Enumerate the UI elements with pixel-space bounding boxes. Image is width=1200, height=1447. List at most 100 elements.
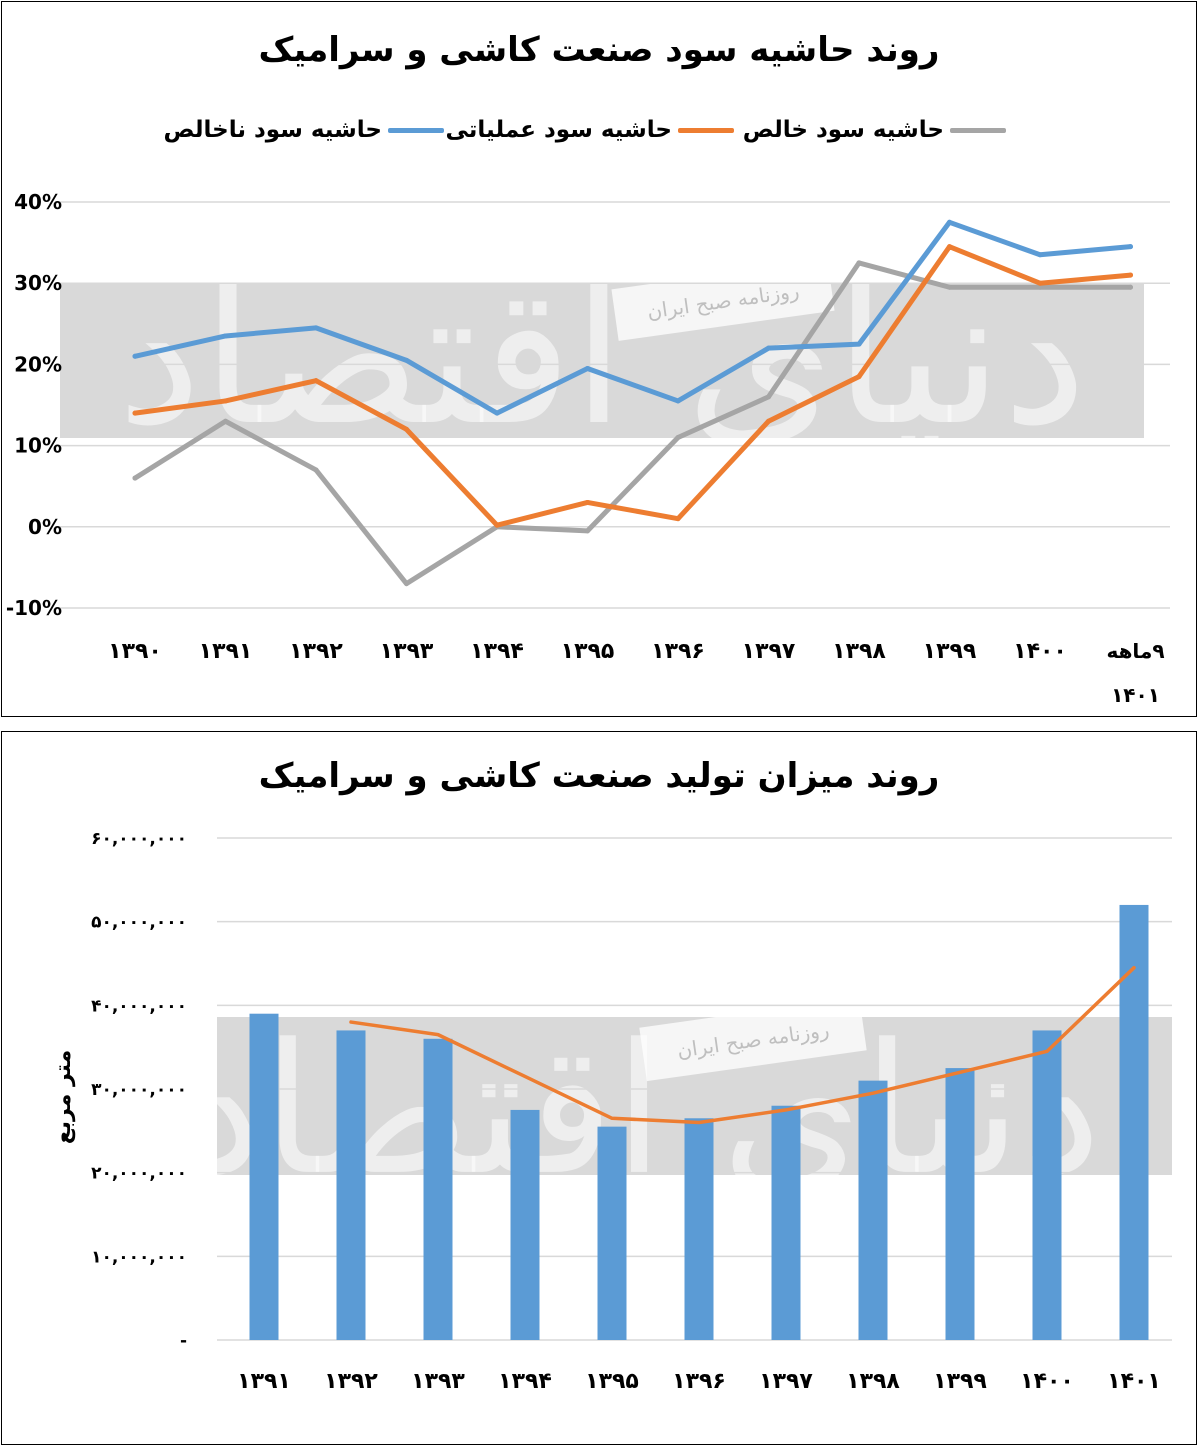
watermark-caption-box	[639, 996, 867, 1082]
x-tick-label: ۱۳۹۷	[742, 639, 796, 664]
x-tick-label: ۱۳۹۴	[498, 1369, 552, 1394]
x-tick-label: ۹ماهه	[1106, 639, 1164, 663]
data-point	[404, 581, 409, 587]
y-tick-label: 0%	[28, 515, 62, 539]
bar	[684, 1118, 714, 1340]
data-point	[947, 219, 952, 225]
x-tick-label: ۱۳۹۶	[672, 1369, 726, 1394]
legend-label: حاشیه سود عملیاتی	[445, 117, 672, 143]
data-point	[856, 341, 862, 347]
bar	[945, 1068, 975, 1340]
y-tick-label: ۱۰,۰۰۰,۰۰۰	[91, 1247, 187, 1267]
x-tick-label: ۱۳۹۶	[651, 639, 705, 664]
bar	[1032, 1030, 1062, 1340]
data-point	[404, 357, 409, 363]
y-tick-label: ۵۰,۰۰۰,۰۰۰	[91, 913, 187, 933]
x-tick-label: ۱۳۹۸	[846, 1369, 900, 1394]
data-point	[585, 365, 590, 371]
y-tick-label: -10%	[6, 596, 62, 620]
legend-swatch	[950, 127, 1006, 133]
y-tick-label: 20%	[14, 352, 62, 376]
series-line	[132, 260, 1133, 587]
data-point	[585, 499, 590, 505]
bar	[423, 1038, 453, 1340]
data-point	[766, 345, 771, 351]
y-tick-label: ۳۰,۰۰۰,۰۰۰	[91, 1080, 187, 1100]
y-tick-label: ۶۰,۰۰۰,۰۰۰	[91, 829, 187, 849]
profit-margin-chart-panel: روند حاشیه سود صنعت کاشی و سرامیک حاشیه …	[1, 1, 1197, 717]
data-point	[313, 378, 319, 384]
data-point	[313, 467, 319, 473]
data-point	[1037, 284, 1043, 290]
legend-swatch	[678, 127, 734, 133]
data-point	[494, 410, 500, 416]
x-tick-label: ۱۳۹۹	[933, 1369, 987, 1394]
x-tick-label: ۱۳۹۱	[199, 639, 253, 664]
data-point	[223, 418, 228, 424]
series-line	[132, 244, 1133, 528]
bar	[597, 1126, 627, 1340]
bar	[249, 1013, 279, 1340]
chart-title: روند حاشیه سود صنعت کاشی و سرامیک	[258, 30, 940, 70]
x-tick-label: ۱۴۰۰	[1013, 639, 1067, 664]
data-point	[675, 434, 681, 440]
legend-label: حاشیه سود خالص	[742, 117, 944, 143]
bar	[1119, 904, 1149, 1340]
data-point	[585, 528, 590, 534]
data-point	[313, 325, 319, 331]
chart-title: روند میزان تولید صنعت کاشی و سرامیک	[258, 756, 940, 796]
legend-swatch	[388, 127, 444, 133]
x-tick-label: ۱۳۹۳	[380, 639, 434, 664]
y-tick-label: -	[180, 1331, 187, 1351]
y-tick-label: 10%	[14, 434, 62, 458]
data-point	[1037, 252, 1043, 258]
x-tick-label: ۱۳۹۳	[411, 1369, 465, 1394]
watermark-logo: دنیای اقتصاد	[117, 246, 1087, 467]
x-tick-label: ۱۳۹۲	[289, 639, 343, 664]
y-axis-title: متر مربع	[51, 1050, 76, 1145]
data-point	[494, 522, 500, 528]
legend-item-operating: حاشیه سود عملیاتی	[446, 117, 734, 143]
data-point	[1037, 280, 1043, 286]
data-point	[1128, 272, 1133, 278]
data-point	[856, 260, 862, 266]
x-tick-label: ۱۳۹۵	[585, 1369, 639, 1394]
legend: حاشیه سود ناخالص حاشیه سود عملیاتی حاشیه…	[2, 117, 1196, 153]
watermark-caption-box	[611, 259, 835, 341]
data-point	[766, 418, 771, 424]
y-tick-label: 40%	[14, 190, 62, 214]
data-point	[675, 398, 681, 404]
data-point	[132, 353, 138, 359]
data-point	[404, 426, 409, 432]
data-point	[856, 374, 862, 380]
data-point	[223, 398, 228, 404]
x-tick-label: ۱۳۹۹	[923, 639, 977, 664]
x-tick-label: ۱۴۰۱	[1111, 683, 1160, 707]
legend-label: حاشیه سود ناخالص	[163, 117, 382, 143]
x-tick-label: ۱۳۹۰	[108, 639, 162, 664]
data-point	[947, 284, 952, 290]
watermark-band	[60, 284, 1144, 438]
x-tick-label: ۱۳۹۲	[324, 1369, 378, 1394]
legend-item-gross: حاشیه سود ناخالص	[163, 117, 444, 143]
legend-item-net: حاشیه سود خالص	[743, 117, 1006, 143]
data-point	[947, 244, 952, 250]
data-point	[1128, 284, 1133, 290]
data-point	[132, 475, 138, 481]
x-tick-label: ۱۳۹۷	[759, 1369, 813, 1394]
x-tick-label: ۱۴۰۰	[1020, 1369, 1074, 1394]
x-tick-label: ۱۳۹۵	[561, 639, 615, 664]
data-point	[675, 516, 681, 522]
production-chart-panel: روند میزان تولید صنعت کاشی و سرامیک دنیا…	[1, 731, 1197, 1445]
y-tick-label: ۴۰,۰۰۰,۰۰۰	[91, 996, 187, 1016]
bar	[336, 1030, 366, 1340]
series-line	[132, 219, 1133, 416]
y-tick-label: ۲۰,۰۰۰,۰۰۰	[91, 1164, 187, 1184]
y-tick-label: 30%	[14, 271, 62, 295]
x-tick-label: ۱۳۹۸	[832, 639, 886, 664]
data-point	[1128, 244, 1133, 250]
data-point	[766, 394, 771, 400]
data-point	[132, 410, 138, 416]
